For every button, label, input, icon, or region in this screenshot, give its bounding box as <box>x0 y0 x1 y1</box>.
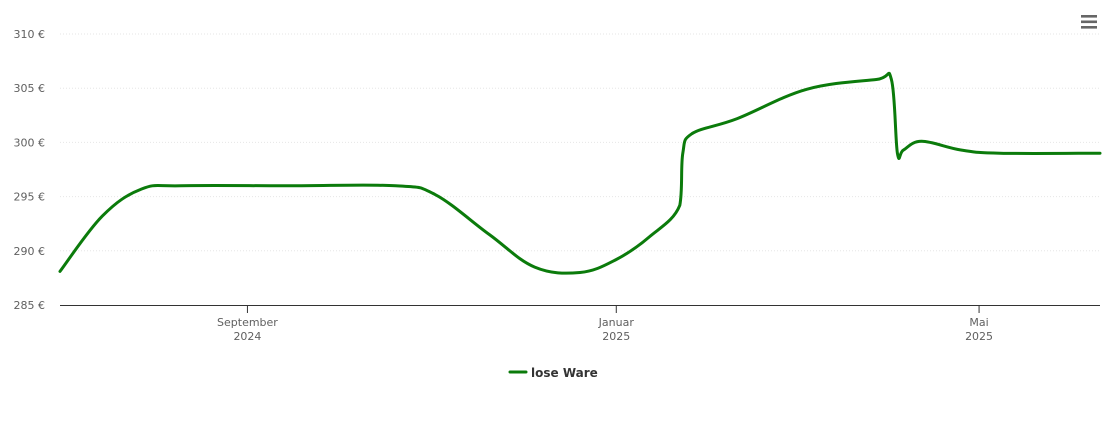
x-tick-label-year: 2025 <box>965 330 993 343</box>
y-tick-label: 285 € <box>14 299 46 312</box>
grid-lines <box>60 33 1100 252</box>
y-tick-label: 310 € <box>14 28 46 41</box>
x-tick-label-year: 2025 <box>602 330 630 343</box>
series-line <box>58 71 1102 275</box>
hamburger-menu-icon[interactable] <box>1074 8 1104 36</box>
legend-label: lose Ware <box>531 366 598 380</box>
x-tick-label-year: 2024 <box>233 330 261 343</box>
y-tick-label: 305 € <box>14 82 46 95</box>
y-axis-labels: 285 € 290 € 295 € 300 € 305 € 310 € <box>14 28 46 312</box>
x-tick-label-month: September <box>217 316 278 329</box>
x-tick-label-month: Januar <box>598 316 635 329</box>
x-tick-label-month: Mai <box>969 316 988 329</box>
legend[interactable]: lose Ware <box>508 366 598 380</box>
y-tick-label: 300 € <box>14 136 46 149</box>
y-tick-label: 290 € <box>14 245 46 258</box>
series-layer <box>58 71 1102 275</box>
y-tick-label: 295 € <box>14 191 46 204</box>
